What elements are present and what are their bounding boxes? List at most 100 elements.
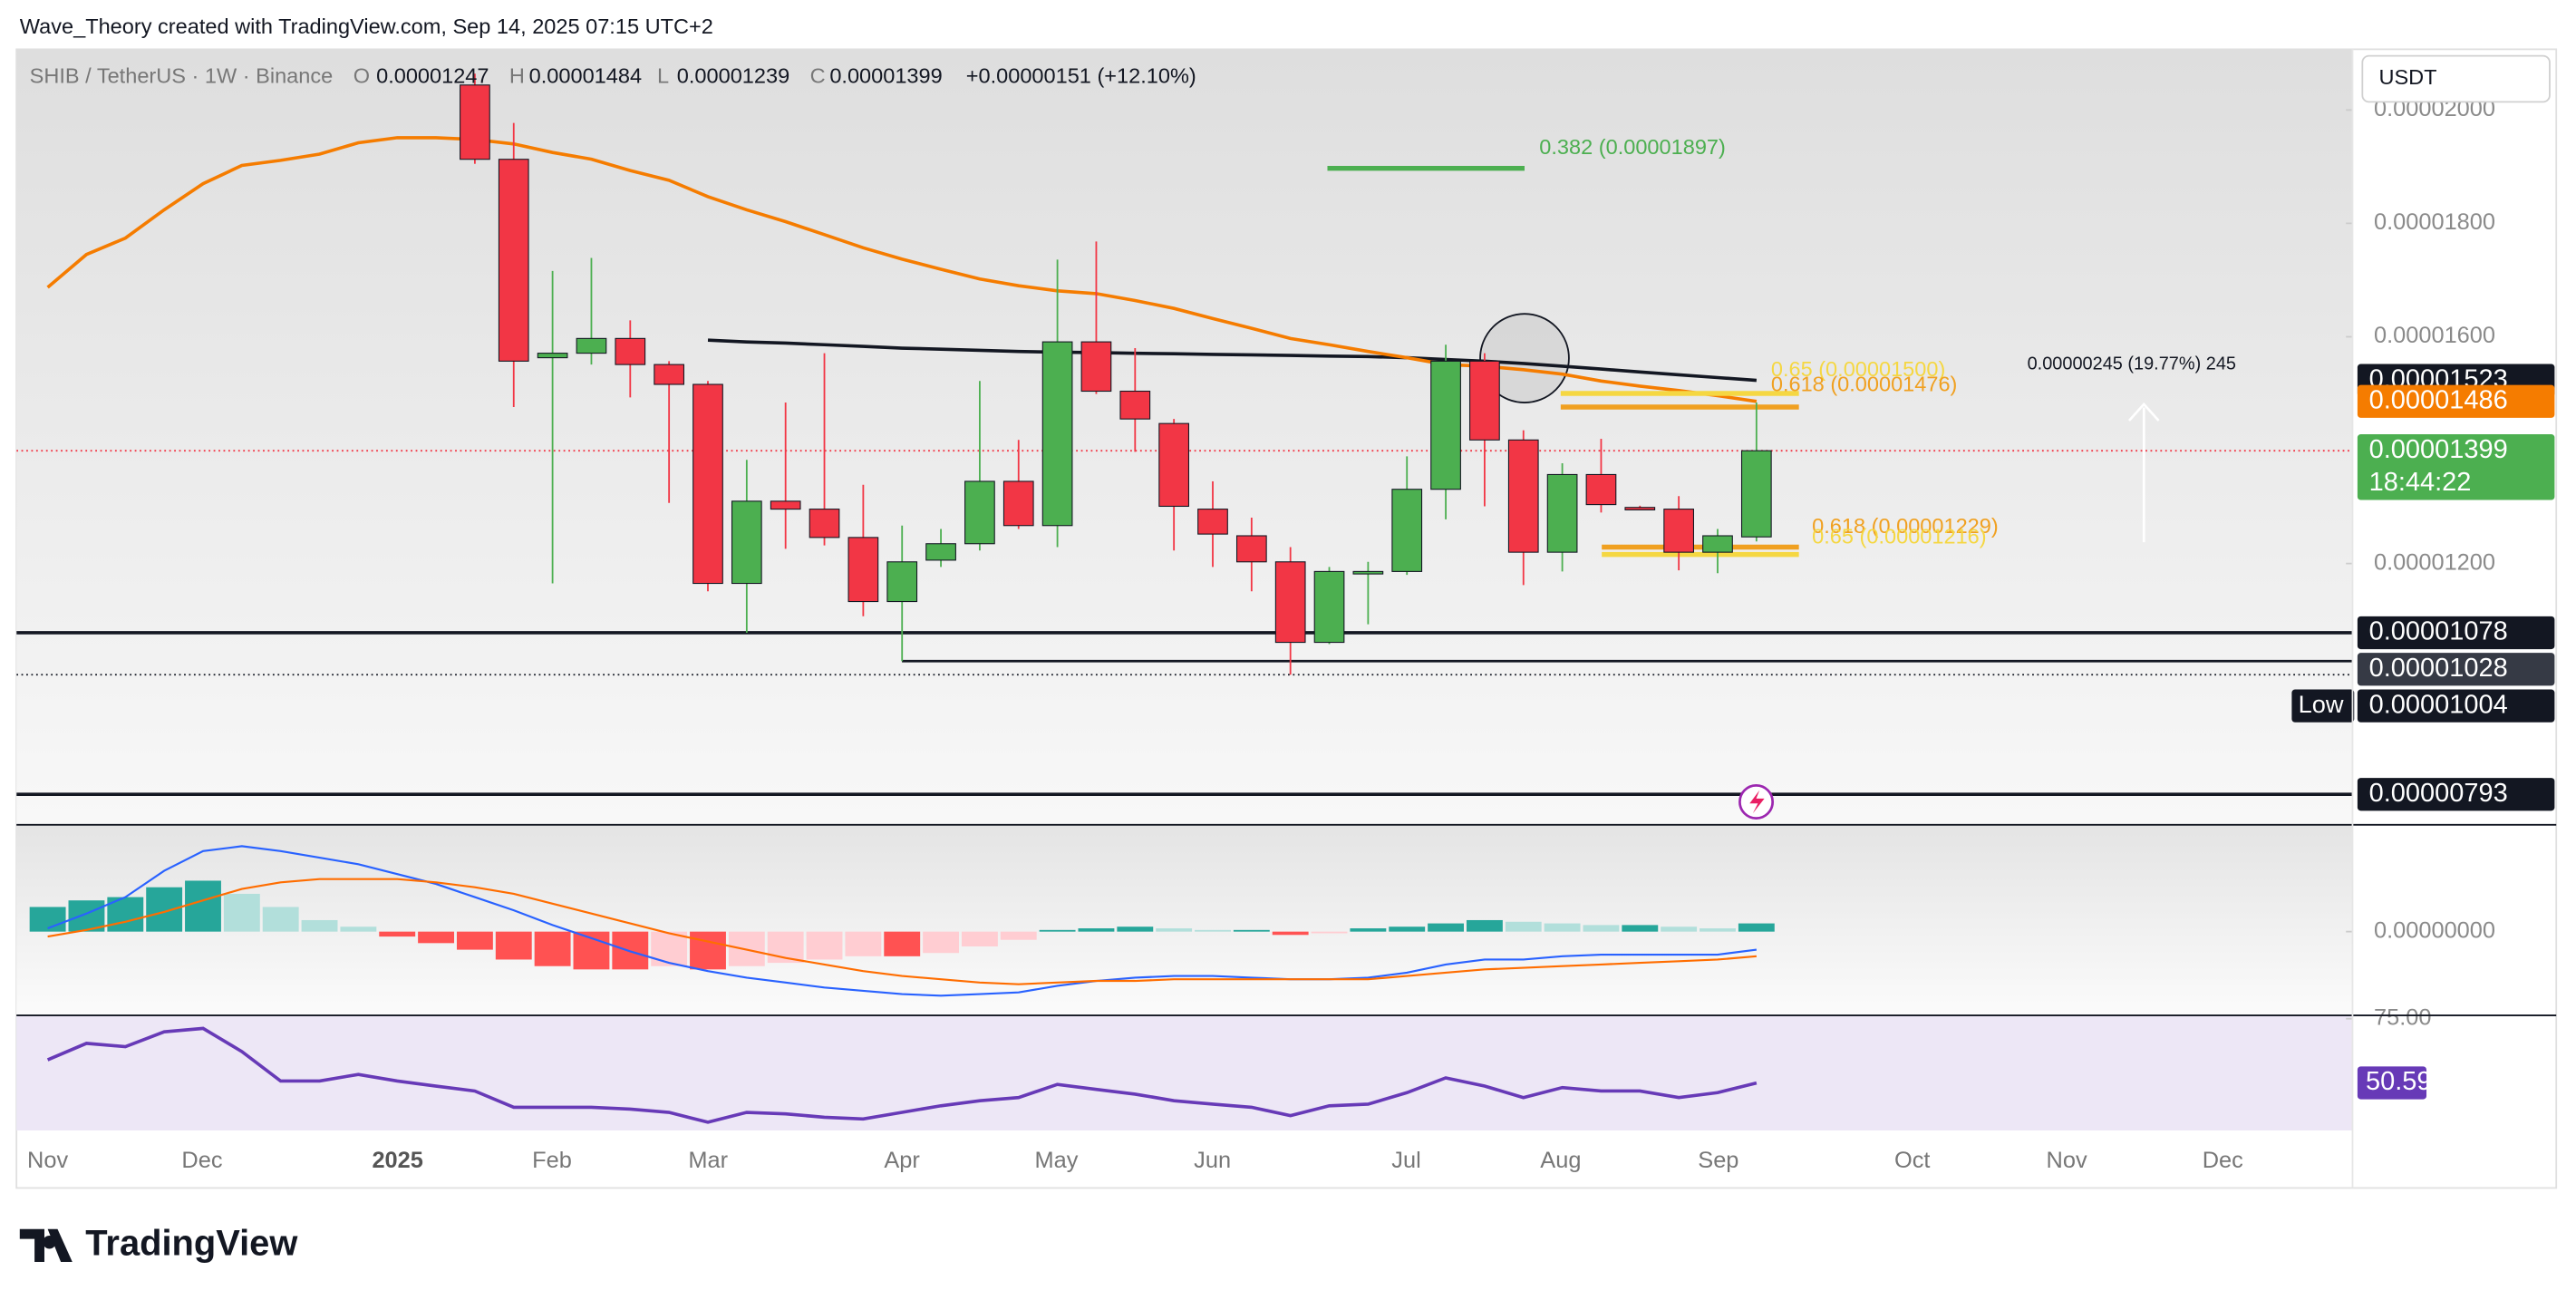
change: +0.00000151 (+12.10%) <box>966 63 1196 87</box>
macd-histogram-bar <box>1156 928 1193 932</box>
candle-body <box>498 159 529 362</box>
candle-body <box>1702 535 1733 553</box>
fib-label: 0.65 (0.00001216) <box>1812 525 1986 548</box>
macd-histogram-bar <box>1583 925 1620 932</box>
ohlc-value: 0.00001247 <box>376 63 489 87</box>
macd-histogram-bar <box>1078 928 1115 932</box>
macd-histogram-bar <box>690 931 726 970</box>
price-tag-label: 0.00001399 <box>2369 435 2508 464</box>
ohlc-key: H <box>509 63 525 87</box>
price-tag <box>2357 434 2555 500</box>
macd-histogram-bar <box>534 931 571 966</box>
candle-body <box>692 383 723 585</box>
macd-histogram-bar <box>1272 931 1309 936</box>
ohlc-key: L <box>657 63 669 87</box>
x-tick-label: Aug <box>1540 1148 1581 1173</box>
macd-histogram-bar <box>1622 925 1659 932</box>
macd-histogram-bar <box>1389 926 1426 932</box>
x-tick-label: Apr <box>884 1148 920 1173</box>
candle-body <box>1235 535 1267 563</box>
labels: 0.000012000.000016000.000018000.00002000… <box>27 63 2555 1173</box>
candle-body <box>1274 561 1306 644</box>
macd-histogram-bar <box>845 931 882 956</box>
y-tick-label: 75.00 <box>2374 1004 2431 1030</box>
candle-body <box>847 537 879 603</box>
ma-line <box>707 338 1758 383</box>
macd-histogram-bar <box>146 887 183 932</box>
macd-histogram-bar <box>301 919 338 932</box>
rsi-plot <box>46 1017 2353 1124</box>
rsi-line <box>46 1026 1758 1124</box>
countdown: 18:44:22 <box>2369 468 2472 497</box>
x-tick-label: Dec <box>181 1148 222 1173</box>
macd-histogram-bar <box>1428 923 1465 932</box>
macd-plot <box>29 845 2353 997</box>
x-tick-label: Mar <box>688 1148 728 1173</box>
fib-label: 0.618 (0.00001476) <box>1771 373 1958 396</box>
candle-body <box>1469 360 1500 441</box>
macd-histogram-bar <box>884 931 921 956</box>
macd-line <box>47 845 1758 997</box>
macd-histogram-bar <box>1700 928 1736 932</box>
symbol-title: SHIB / TetherUS · 1W · Binance <box>30 63 334 87</box>
candle-body <box>1313 570 1345 644</box>
candle-body <box>1624 507 1656 510</box>
macd-histogram-bar <box>185 880 221 932</box>
candle-body <box>1080 341 1112 393</box>
macd-histogram-bar <box>1117 926 1154 932</box>
macd-histogram-bar <box>923 931 960 954</box>
x-tick-label: Jun <box>1194 1148 1231 1173</box>
y-tick-label: 0.00001200 <box>2374 549 2495 575</box>
candle-body <box>1158 422 1190 508</box>
logo-mark <box>19 1228 73 1262</box>
signal-line <box>47 878 1757 985</box>
rsi-tag-label: 50.59 <box>2366 1067 2432 1096</box>
macd-histogram-bar <box>1350 928 1387 932</box>
x-tick-label: Jul <box>1391 1148 1420 1173</box>
credit: Wave_Theory created with TradingView.com… <box>20 15 713 38</box>
macd-histogram-bar <box>456 931 493 950</box>
logo-text: TradingView <box>85 1223 298 1263</box>
macd-histogram-bar <box>1039 929 1076 932</box>
macd-histogram-bar <box>961 931 998 946</box>
macd-histogram-bar <box>1661 926 1698 932</box>
fib-label: 0.618 (0.00001229) <box>1812 514 1999 538</box>
price-plot <box>16 73 2353 797</box>
candle-body <box>964 480 995 545</box>
macd-histogram-bar <box>418 931 455 944</box>
macd-histogram-bar <box>1195 929 1231 932</box>
x-tick-label: May <box>1034 1148 1078 1173</box>
macd-histogram-bar <box>495 931 532 960</box>
currency[interactable]: USDT <box>2378 65 2436 89</box>
macd-histogram-bar <box>1738 923 1775 932</box>
price-tag <box>2357 689 2555 723</box>
currency-button[interactable] <box>2361 54 2551 103</box>
y-tick-label: 0.00000000 <box>2374 917 2495 943</box>
candle-body <box>1352 570 1384 575</box>
macd-histogram-bar <box>651 931 688 966</box>
low-tag-label: Low <box>2299 690 2344 718</box>
candle-body <box>1507 439 1539 553</box>
rsi-pane <box>16 1015 2353 1130</box>
candle-body <box>1197 509 1228 535</box>
price-tag <box>2357 384 2555 418</box>
x-tick-label: Oct <box>1894 1148 1930 1173</box>
price-tag-label: 0.00001028 <box>2369 654 2508 683</box>
candle-body <box>460 84 490 160</box>
candle-body <box>886 561 918 603</box>
x-tick-label: Dec <box>2203 1148 2243 1173</box>
macd-histogram-bar <box>1544 923 1581 932</box>
x-tick-label: Sep <box>1698 1148 1738 1173</box>
candle-body <box>1663 509 1694 553</box>
candle-body <box>537 353 568 359</box>
candle-body <box>770 500 801 510</box>
y-tick-label: 0.00001600 <box>2374 323 2495 348</box>
candle-body <box>1391 489 1423 572</box>
price-tag-label: 0.00000793 <box>2369 779 2508 808</box>
candle-body <box>576 337 607 354</box>
price-tag-label: 0.00001004 <box>2369 690 2508 719</box>
candle-body <box>1119 390 1151 420</box>
price-tag <box>2357 616 2555 650</box>
